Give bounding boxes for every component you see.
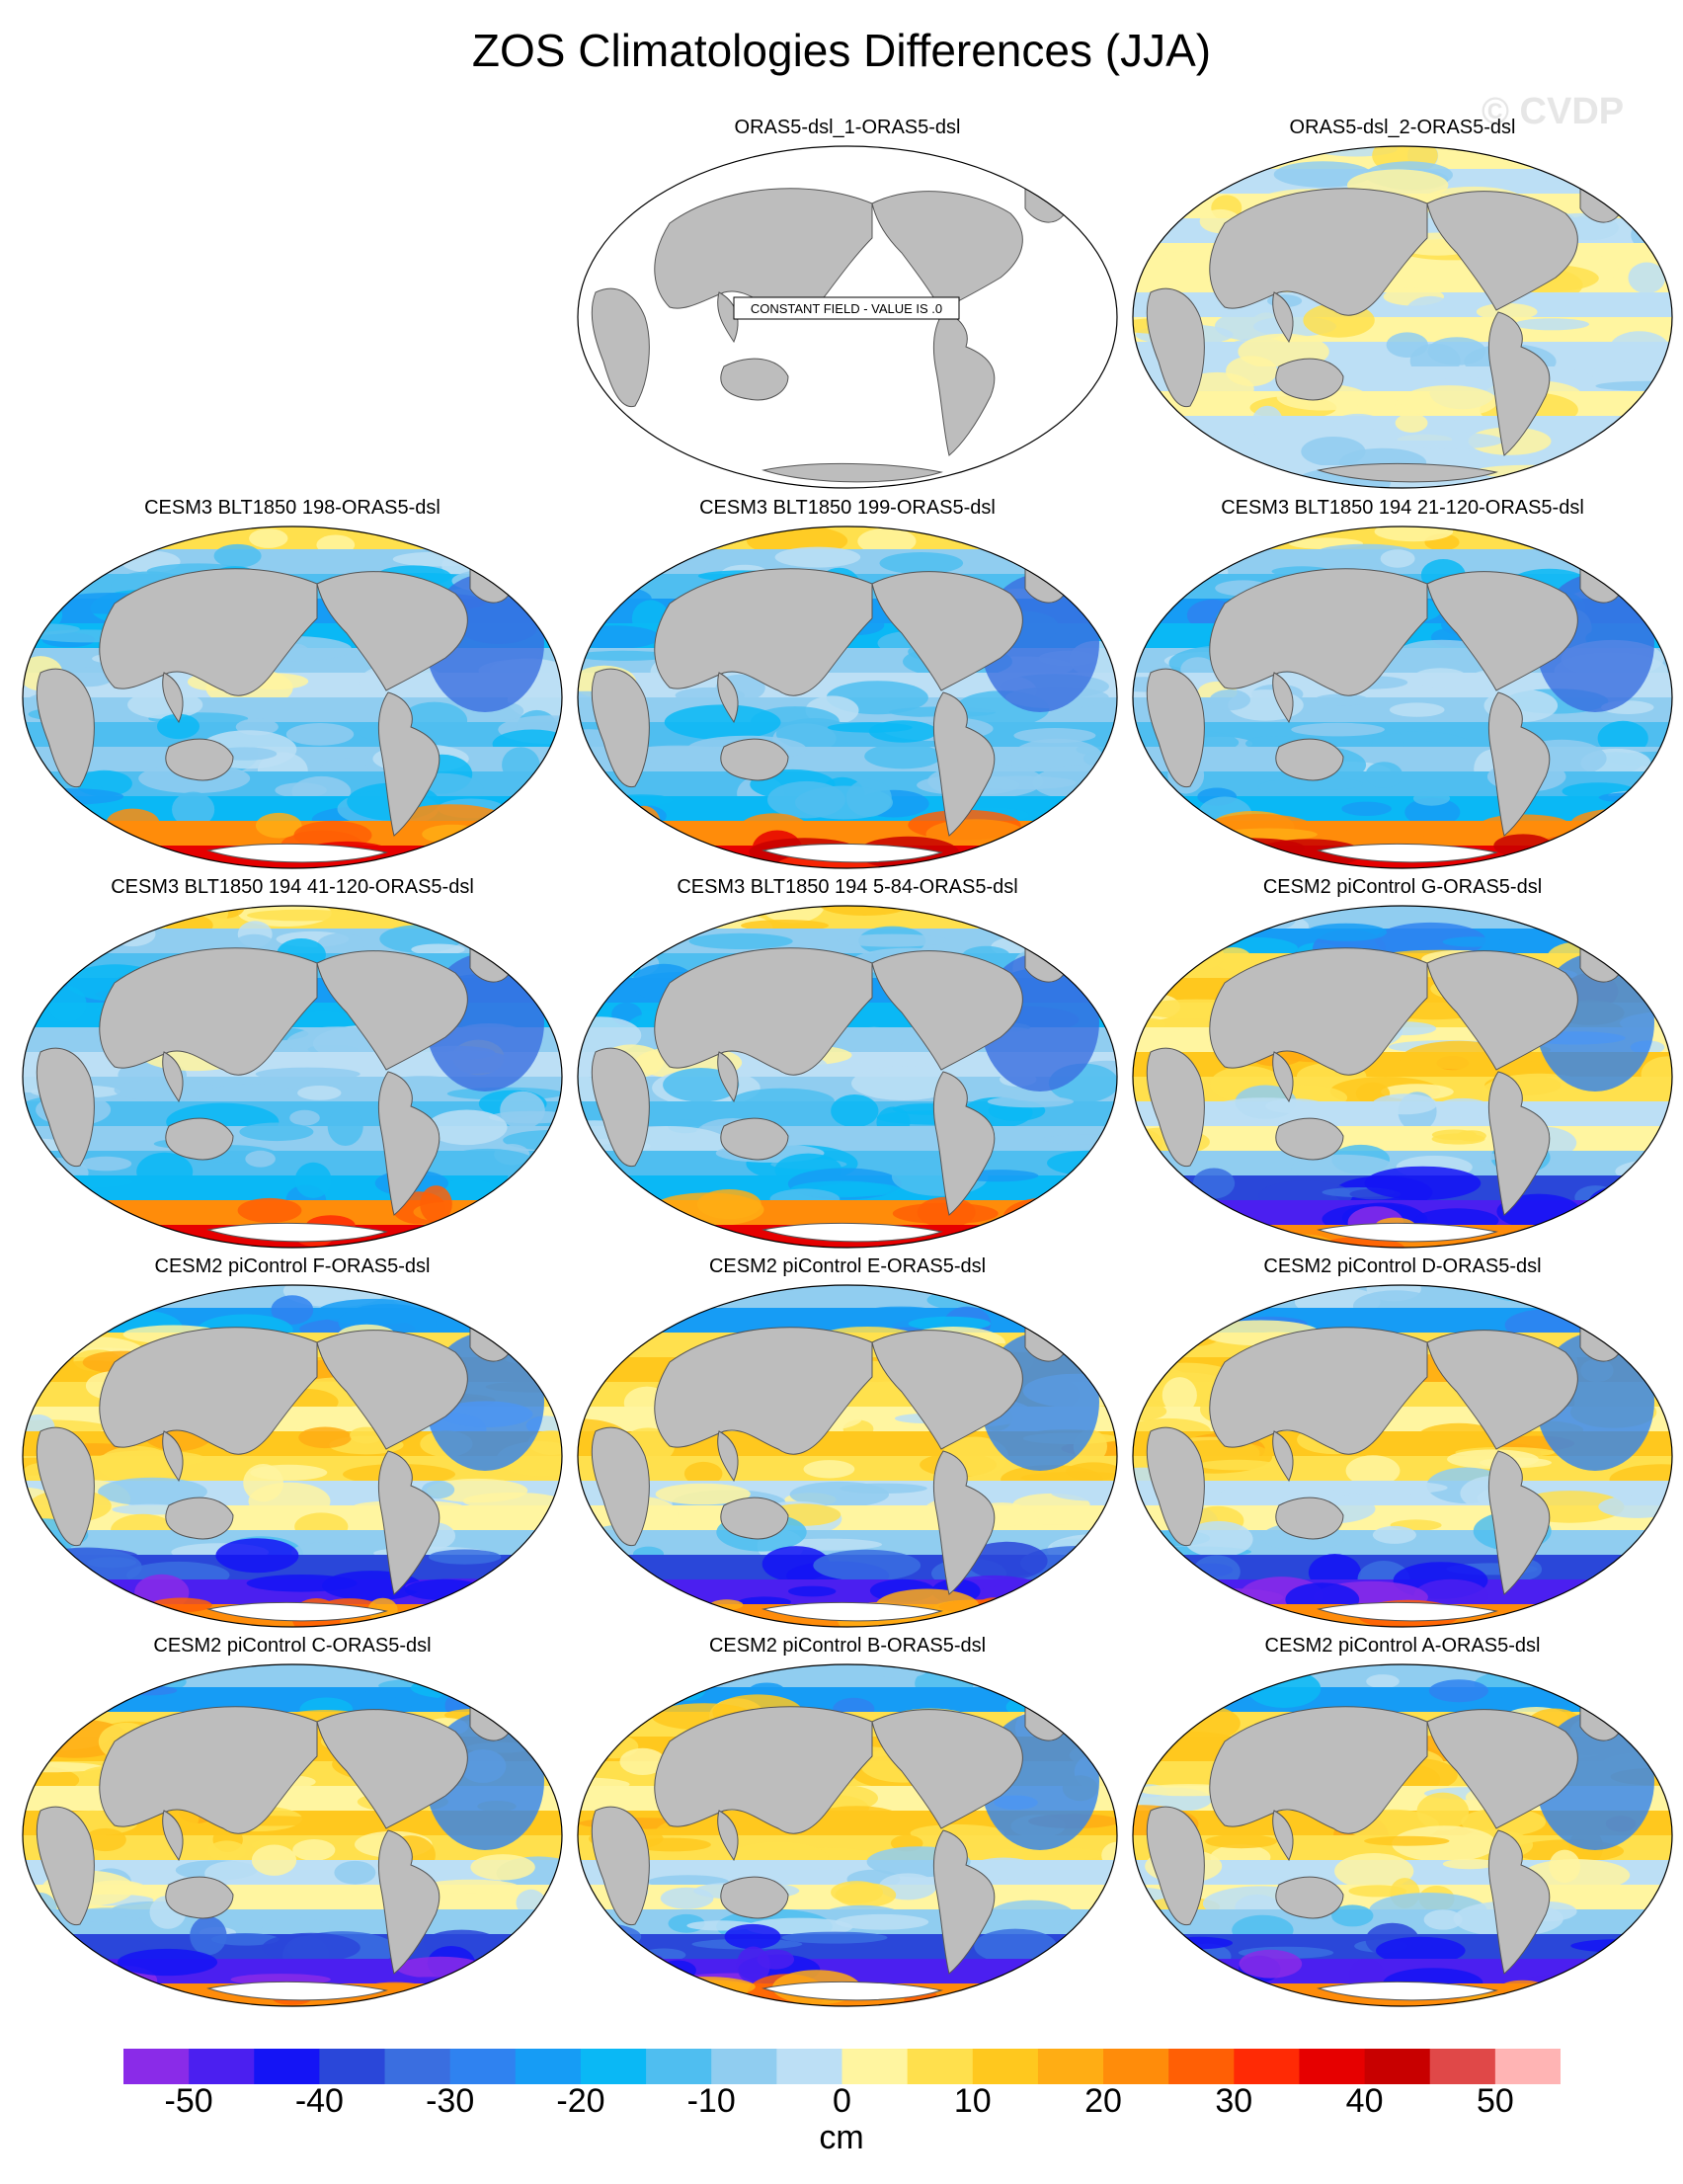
colorbar-swatch [1364,2049,1431,2084]
world-map [1132,526,1673,869]
colorbar-swatch [776,2049,842,2084]
colorbar-swatch [1494,2049,1561,2084]
colorbar-swatch [189,2049,255,2084]
watermark: © CVDP [1482,91,1625,132]
colorbar-swatch [1037,2049,1104,2084]
map-border [22,905,563,1249]
map-border [1132,526,1673,869]
colorbar-swatch [319,2049,386,2084]
colorbar-swatch [254,2049,320,2084]
colorbar-swatch [1234,2049,1300,2084]
map-panel: ORAS5-dsl_1-ORAS5-dsl CONSTANT FIELD - VA… [571,117,1124,492]
world-map [1132,145,1673,489]
map-panel: CESM2 piControl C-ORAS5-dsl [16,1635,569,2010]
colorbar-swatch [1429,2049,1496,2084]
colorbar-swatch [842,2049,909,2084]
colorbar-tick-label: -40 [294,2082,344,2120]
map-panel: CESM3 BLT1850 198-ORAS5-dsl [16,497,569,872]
colorbar-tick-label: 50 [1476,2082,1514,2120]
colorbar-swatch [1299,2049,1366,2084]
panel-title: CESM3 BLT1850 198-ORAS5-dsl [144,497,441,519]
colorbar-tick-label: -50 [164,2082,213,2120]
colorbar-units: cm [819,2119,864,2156]
map-border [577,1284,1118,1628]
panel-title: CESM3 BLT1850 194 5-84-ORAS5-dsl [677,876,1018,898]
map-panel: CESM2 piControl G-ORAS5-dsl [1126,876,1679,1252]
colorbar-swatch [972,2049,1039,2084]
map-border [1132,1284,1673,1628]
colorbar-tick-label: -10 [686,2082,736,2120]
colorbar-swatch [907,2049,974,2084]
colorbar-tick-label: 20 [1084,2082,1122,2120]
map-border [577,145,1118,489]
colorbar-swatch [711,2049,777,2084]
world-map [22,905,563,1249]
map-border [22,526,563,869]
map-panel: CESM2 piControl F-ORAS5-dsl [16,1255,569,1631]
world-map [577,1284,1118,1628]
map-panel: CESM2 piControl A-ORAS5-dsl [1126,1635,1679,2010]
map-panel: CESM2 piControl B-ORAS5-dsl [571,1635,1124,2010]
constant-field-label: CONSTANT FIELD - VALUE IS .0 [751,301,942,316]
colorbar-swatch [1103,2049,1169,2084]
map-border [577,1663,1118,2007]
colorbar-swatch [580,2049,647,2084]
world-map [22,1284,563,1628]
map-border [22,1663,563,2007]
map-panel: CESM2 piControl D-ORAS5-dsl [1126,1255,1679,1631]
colorbar-tick-label: 40 [1345,2082,1384,2120]
map-border [577,905,1118,1249]
map-panel: CESM3 BLT1850 194 41-120-ORAS5-dsl [16,876,569,1252]
panel-title: ORAS5-dsl_2-ORAS5-dsl [1289,117,1516,138]
world-map [22,526,563,869]
figure-title: ZOS Climatologies Differences (JJA) [471,25,1212,76]
panel-title: CESM2 piControl E-ORAS5-dsl [708,1255,987,1277]
colorbar-tick-label: 10 [953,2082,992,2120]
world-map [577,905,1118,1249]
colorbar-swatch [1168,2049,1235,2084]
world-map [1132,1284,1673,1628]
colorbar-tick-label: 30 [1215,2082,1253,2120]
constant-field-box [733,296,960,320]
ocean-field [578,1664,1117,2006]
panel-title: CESM2 piControl C-ORAS5-dsl [153,1635,432,1657]
panel-title: CESM2 piControl F-ORAS5-dsl [154,1255,431,1277]
panel-title: CESM3 BLT1850 194 41-120-ORAS5-dsl [111,876,474,898]
panel-title: CESM3 BLT1850 199-ORAS5-dsl [699,497,996,519]
colorbar-swatch [646,2049,712,2084]
map-border [22,1284,563,1628]
map-border [1132,145,1673,489]
colorbar-tick-label: -30 [426,2082,475,2120]
colorbar-ticks: -50 -40 -30 -20 -10 0 10 20 30 40 50 [0,2082,1683,2122]
world-map [577,526,1118,869]
colorbar-swatch [515,2049,582,2084]
map-border [1132,1663,1673,2007]
map-panel: CESM3 BLT1850 199-ORAS5-dsl [571,497,1124,872]
panel-title: CESM2 piControl G-ORAS5-dsl [1262,876,1543,898]
world-map [1132,1663,1673,2007]
world-map [577,1663,1118,2007]
colorbar-tick-label: -20 [556,2082,605,2120]
map-border [577,526,1118,869]
colorbar-swatch [449,2049,517,2084]
world-map [1132,905,1673,1249]
panel-title: ORAS5-dsl_1-ORAS5-dsl [734,117,961,138]
map-panel: CESM3 BLT1850 194 5-84-ORAS5-dsl [571,876,1124,1252]
panel-title: CESM2 piControl A-ORAS5-dsl [1264,1635,1541,1657]
map-panel: CESM3 BLT1850 194 21-120-ORAS5-dsl [1126,497,1679,872]
map-border [1132,905,1673,1249]
colorbar [123,2049,1561,2084]
colorbar-swatch [123,2049,190,2084]
map-panel: CESM2 piControl E-ORAS5-dsl [571,1255,1124,1631]
world-map [22,1663,563,2007]
panel-title: CESM2 piControl B-ORAS5-dsl [708,1635,987,1657]
colorbar-tick-label: 0 [833,2082,851,2120]
panel-title: CESM3 BLT1850 194 21-120-ORAS5-dsl [1221,497,1584,519]
map-panel: ORAS5-dsl_2-ORAS5-dsl [1126,117,1679,492]
world-map: CONSTANT FIELD - VALUE IS .0 [577,145,1118,489]
colorbar-swatch [384,2049,451,2084]
panel-title: CESM2 piControl D-ORAS5-dsl [1263,1255,1542,1277]
ocean-field [1133,906,1672,1248]
